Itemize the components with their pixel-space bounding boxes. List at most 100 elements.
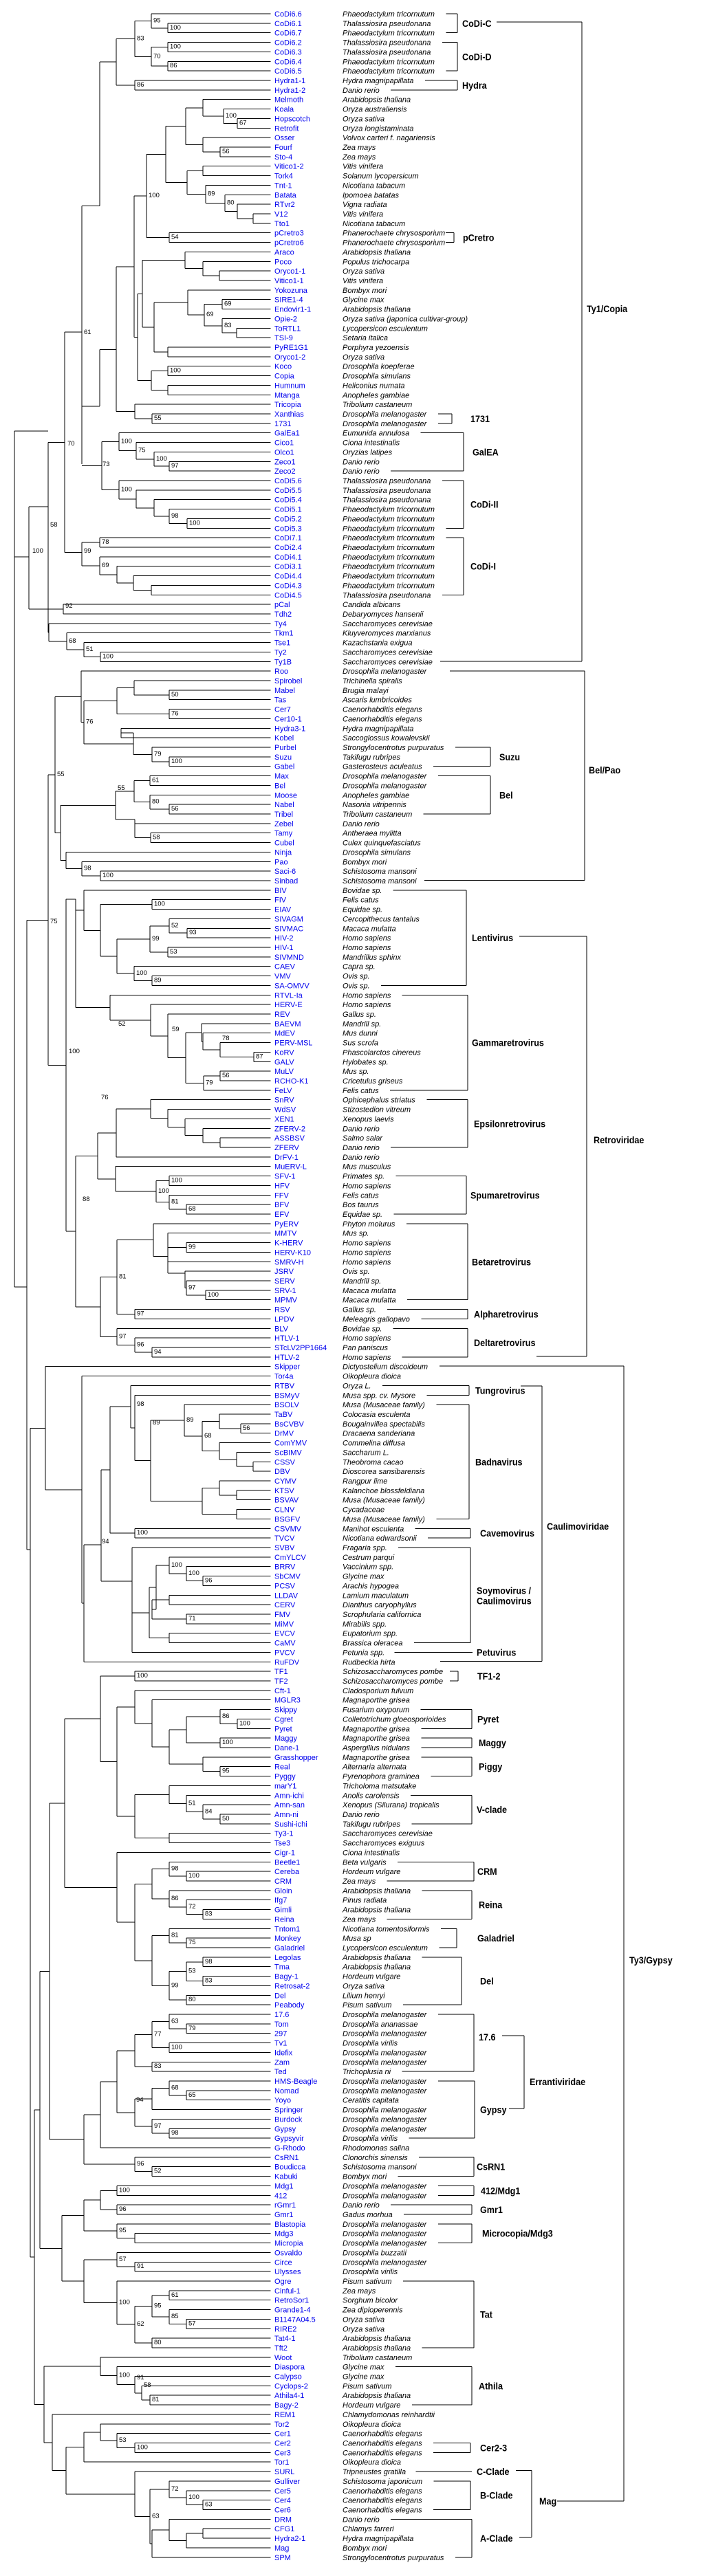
svg-text:Cer5: Cer5 (274, 2487, 291, 2496)
svg-text:Mus dunni: Mus dunni (343, 1030, 378, 1038)
svg-text:Cinful-1: Cinful-1 (274, 2287, 301, 2296)
svg-text:80: 80 (154, 2339, 162, 2346)
svg-text:V-clade: V-clade (477, 1804, 507, 1815)
svg-text:Pinus radiata: Pinus radiata (343, 1897, 387, 1905)
svg-text:Phaeodactylum tricornutum: Phaeodactylum tricornutum (343, 553, 435, 562)
svg-text:CoDi4.5: CoDi4.5 (274, 591, 302, 599)
svg-text:100: 100 (239, 1719, 250, 1727)
svg-text:52: 52 (154, 2168, 162, 2175)
svg-text:Danio rerio: Danio rerio (343, 1154, 380, 1162)
svg-text:Reina: Reina (274, 1915, 295, 1924)
svg-text:CoDi-C: CoDi-C (462, 18, 492, 29)
svg-text:Petuvirus: Petuvirus (477, 1647, 516, 1658)
svg-text:Nomad: Nomad (274, 2087, 299, 2095)
svg-text:Phaeodactylum tricornutum: Phaeodactylum tricornutum (343, 10, 435, 19)
svg-text:Zeco1: Zeco1 (274, 458, 296, 466)
svg-text:Drosophila melanogaster: Drosophila melanogaster (343, 2087, 428, 2095)
svg-text:Phaeodactylum tricornutum: Phaeodactylum tricornutum (343, 30, 435, 38)
svg-text:84: 84 (205, 1808, 213, 1816)
svg-text:Thalassiosira pseudonana: Thalassiosira pseudonana (343, 39, 431, 47)
svg-text:Boudicca: Boudicca (274, 2164, 306, 2172)
svg-text:Ovis sp.: Ovis sp. (343, 982, 370, 990)
svg-text:75: 75 (188, 1939, 196, 1946)
svg-text:97: 97 (188, 1284, 196, 1291)
svg-text:Errantiviridae: Errantiviridae (530, 2076, 585, 2087)
svg-text:CoDi2.4: CoDi2.4 (274, 544, 302, 552)
svg-text:98: 98 (137, 1400, 144, 1408)
svg-text:CYMV: CYMV (274, 1477, 296, 1486)
svg-text:Mirabilis spp.: Mirabilis spp. (343, 1620, 387, 1629)
svg-text:69: 69 (206, 311, 214, 318)
svg-text:Homo sapiens: Homo sapiens (343, 1258, 391, 1266)
svg-text:79: 79 (154, 750, 162, 758)
svg-text:79: 79 (188, 2025, 196, 2032)
svg-text:Danio rerio: Danio rerio (343, 1125, 380, 1133)
svg-text:Caenorhabditis elegans: Caenorhabditis elegans (343, 2507, 422, 2515)
svg-text:Arabidopsis thaliana: Arabidopsis thaliana (342, 306, 411, 314)
svg-text:Bombyx mori: Bombyx mori (343, 858, 387, 866)
svg-text:Porphyra yezoensis: Porphyra yezoensis (343, 344, 409, 352)
svg-text:Tv1: Tv1 (274, 2040, 287, 2048)
svg-text:Maggy: Maggy (479, 1737, 506, 1748)
svg-text:CLNV: CLNV (274, 1506, 295, 1515)
svg-text:91: 91 (137, 2374, 144, 2381)
svg-text:SIRE1-4: SIRE1-4 (274, 296, 303, 305)
svg-text:63: 63 (171, 2017, 179, 2025)
svg-text:CsRN1: CsRN1 (274, 2154, 299, 2162)
svg-text:Ty1/Copia: Ty1/Copia (587, 303, 628, 314)
svg-text:Oryzias latipes: Oryzias latipes (343, 448, 393, 456)
svg-text:Arabidopsis thaliana: Arabidopsis thaliana (342, 2344, 411, 2353)
svg-text:56: 56 (222, 148, 230, 155)
svg-text:72: 72 (171, 2485, 179, 2493)
svg-text:Homo sapiens: Homo sapiens (343, 934, 391, 943)
svg-text:Danio rerio: Danio rerio (343, 458, 380, 466)
svg-text:Cavemovirus: Cavemovirus (480, 1528, 534, 1539)
svg-text:Arachis hypogea: Arachis hypogea (342, 1582, 399, 1590)
svg-text:Tribolium castaneum: Tribolium castaneum (343, 2354, 412, 2362)
svg-text:Dictyostelium discoideum: Dictyostelium discoideum (343, 1363, 428, 1372)
svg-text:100: 100 (188, 2494, 199, 2501)
svg-text:SIVAGM: SIVAGM (274, 915, 303, 923)
svg-text:Danio rerio: Danio rerio (343, 2201, 380, 2210)
svg-text:Vitis vinifera: Vitis vinifera (343, 163, 383, 171)
svg-text:Danio rerio: Danio rerio (343, 467, 380, 476)
svg-text:Caulimoviridae: Caulimoviridae (547, 1521, 609, 1532)
svg-text:Glycine max: Glycine max (343, 2373, 384, 2381)
svg-text:pCretro6: pCretro6 (274, 239, 304, 247)
svg-text:Thalassiosira pseudonana: Thalassiosira pseudonana (343, 20, 431, 28)
svg-text:Solanum lycopersicum: Solanum lycopersicum (343, 173, 419, 181)
svg-text:Lilium henryi: Lilium henryi (343, 1992, 385, 2000)
svg-text:Cycadaceae: Cycadaceae (343, 1506, 384, 1515)
svg-text:Tribolium castaneum: Tribolium castaneum (343, 811, 412, 819)
svg-text:100: 100 (171, 2044, 182, 2051)
svg-text:ComYMV: ComYMV (274, 1440, 307, 1448)
svg-text:Brugia malayi: Brugia malayi (343, 687, 389, 695)
svg-text:Arabidopsis thaliana: Arabidopsis thaliana (342, 96, 411, 104)
svg-text:TF2: TF2 (274, 1677, 288, 1686)
svg-text:CRM: CRM (274, 1878, 292, 1886)
svg-text:ToRTL1: ToRTL1 (274, 324, 301, 333)
svg-text:Tricholoma matsutake: Tricholoma matsutake (343, 1782, 416, 1790)
svg-text:KTSV: KTSV (274, 1487, 294, 1495)
svg-text:Betaretrovirus: Betaretrovirus (472, 1257, 531, 1268)
svg-text:53: 53 (170, 948, 177, 956)
svg-text:MMTV: MMTV (274, 1230, 297, 1238)
svg-text:SIVMND: SIVMND (274, 954, 304, 962)
svg-text:Schistosoma japonicum: Schistosoma japonicum (343, 2478, 422, 2486)
svg-text:Cubel: Cubel (274, 839, 294, 848)
svg-text:Gadus morhua: Gadus morhua (343, 2211, 393, 2219)
svg-text:Lycopersicon esculentum: Lycopersicon esculentum (343, 324, 428, 333)
svg-text:Tamy: Tamy (274, 830, 293, 838)
svg-text:Cft-1: Cft-1 (274, 1687, 291, 1695)
svg-text:PyERV: PyERV (274, 1220, 299, 1229)
svg-text:HERV-K10: HERV-K10 (274, 1248, 311, 1257)
svg-text:100: 100 (102, 872, 113, 879)
svg-text:Pisum sativum: Pisum sativum (343, 2278, 392, 2286)
svg-text:Copia: Copia (274, 373, 295, 381)
svg-text:297: 297 (274, 2030, 287, 2038)
svg-text:MPMV: MPMV (274, 1297, 298, 1305)
svg-text:65: 65 (188, 2091, 196, 2099)
svg-text:Tntom1: Tntom1 (274, 1925, 300, 1933)
svg-text:Caenorhabditis elegans: Caenorhabditis elegans (343, 2497, 422, 2505)
svg-text:SFV-1: SFV-1 (274, 1173, 296, 1181)
